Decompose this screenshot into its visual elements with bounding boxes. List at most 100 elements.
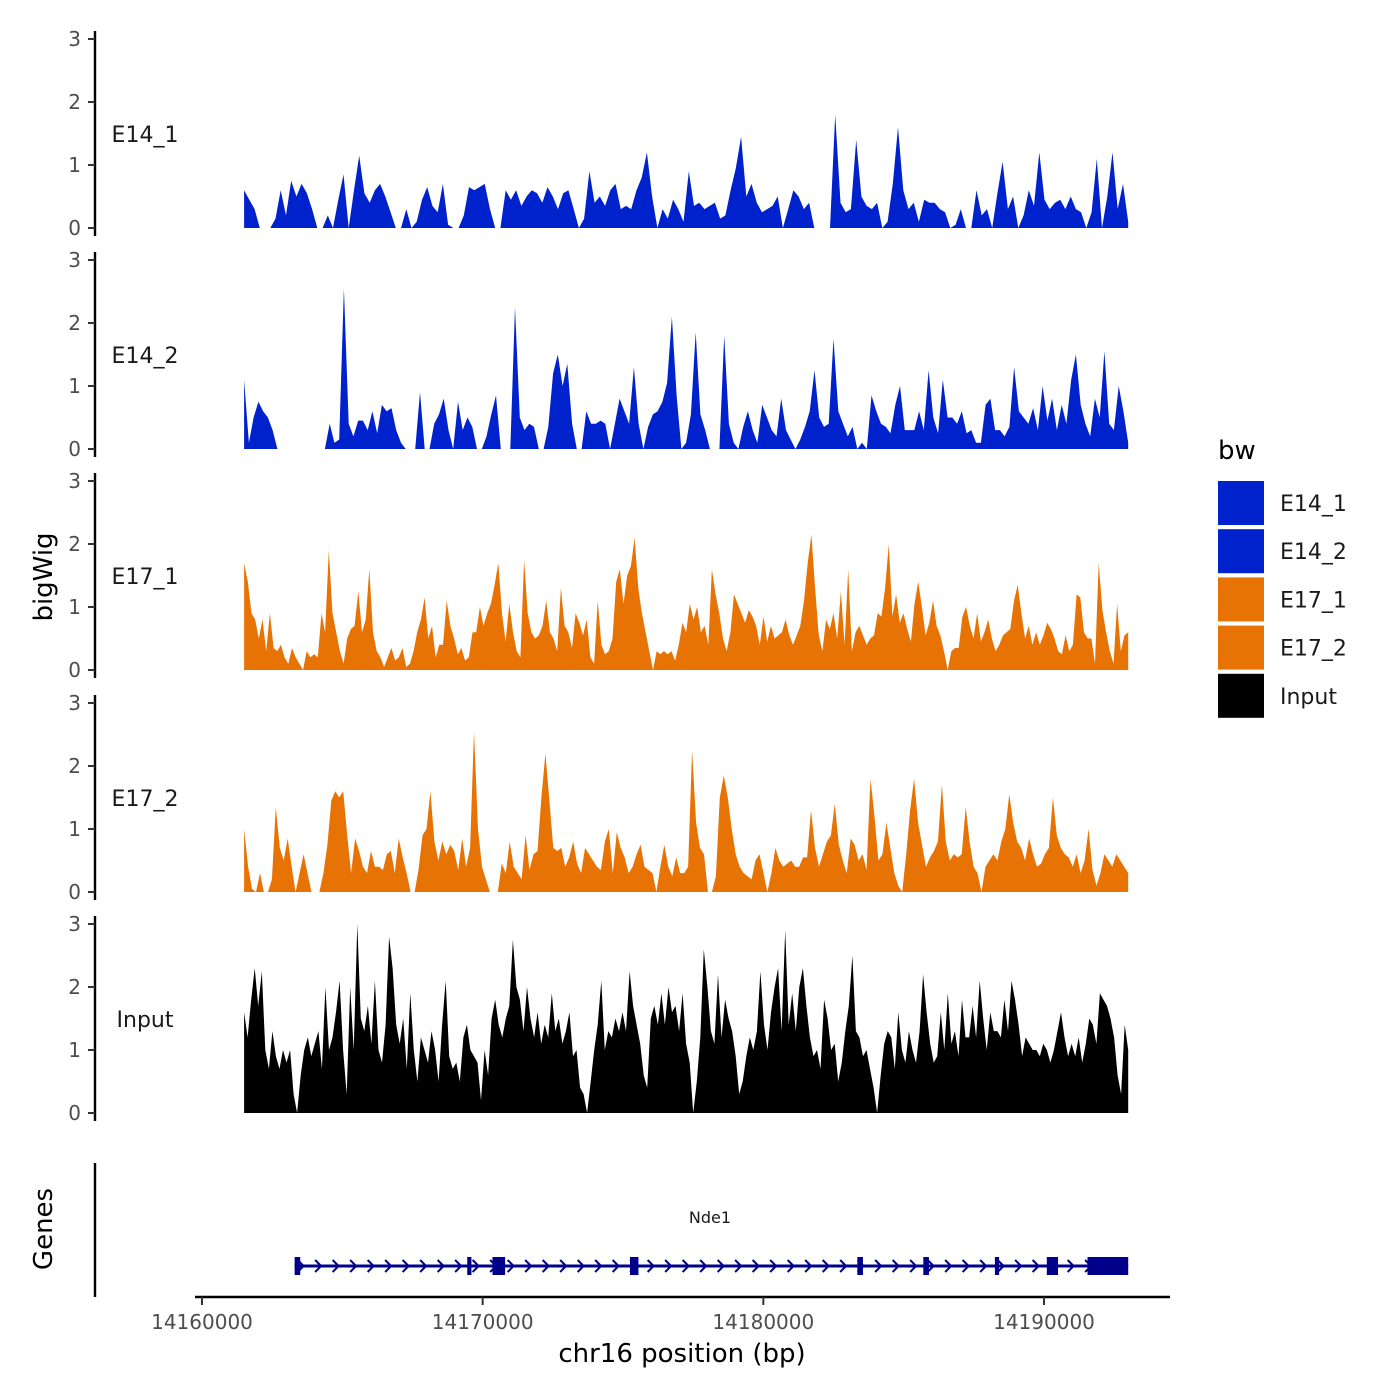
gene-exon (467, 1257, 472, 1275)
y-tick-label: 2 (68, 532, 81, 556)
x-tick-label: 14170000 (432, 1310, 534, 1334)
y-tick-label: 2 (68, 975, 81, 999)
coverage-area-e14-2 (244, 288, 1129, 449)
track-label: E17_1 (112, 565, 179, 590)
strand-arrow (804, 1259, 813, 1273)
track-label: Input (117, 1008, 174, 1033)
coverage-area-e17-2 (244, 731, 1129, 892)
strand-arrow (454, 1259, 463, 1273)
y-tick-label: 1 (68, 1038, 81, 1062)
strand-arrow (664, 1259, 673, 1273)
coverage-area-input (244, 924, 1129, 1113)
strand-arrow (1031, 1259, 1041, 1273)
strand-arrow (506, 1259, 516, 1273)
strand-arrow (979, 1259, 988, 1273)
strand-arrow (576, 1259, 586, 1273)
strand-arrow (646, 1259, 656, 1273)
strand-arrow (541, 1259, 551, 1273)
x-ticks: 14160000 14170000 14180000 14190000 (151, 1297, 1095, 1334)
x-tick-label: 14190000 (993, 1310, 1095, 1334)
y-tick-label: 0 (68, 1101, 81, 1125)
strand-arrow (594, 1259, 603, 1273)
strand-arrow (419, 1259, 428, 1273)
gene-exon (1087, 1257, 1129, 1275)
strand-arrow (699, 1259, 708, 1273)
strand-arrow (611, 1259, 621, 1273)
y-tick-label: 1 (68, 374, 81, 398)
strand-arrow (349, 1259, 358, 1273)
legend-key (1218, 529, 1264, 574)
legend-key (1218, 577, 1264, 622)
x-axis: 14160000 14170000 14180000 14190000 chr16 p… (151, 1295, 1170, 1369)
y-tick-label: 3 (68, 469, 81, 493)
strand-arrow (751, 1259, 761, 1273)
legend-label: E17_2 (1280, 637, 1347, 662)
gene-exon (630, 1257, 639, 1275)
strand-arrow (331, 1259, 341, 1273)
y-tick-label: 2 (68, 311, 81, 335)
track-e17-1: 0 1 2 3 E17_1 (68, 469, 1129, 682)
y-axis-title: bigWig (29, 532, 59, 621)
gene-exon (1046, 1257, 1059, 1275)
genes-track-title: Genes (29, 1188, 59, 1270)
strand-arrow (559, 1259, 568, 1273)
strand-arrow (734, 1259, 743, 1273)
strand-arrow (681, 1259, 691, 1273)
strand-arrow (384, 1259, 393, 1273)
track-label: E17_2 (112, 787, 179, 812)
track-input: 0 1 2 3 Input (68, 912, 1129, 1125)
y-tick-label: 0 (68, 216, 81, 240)
gene-label: Nde1 (689, 1208, 731, 1227)
legend-key (1218, 673, 1264, 718)
legend-label: Input (1280, 685, 1337, 710)
legend-label: E17_1 (1280, 588, 1347, 613)
y-tick-label: 0 (68, 658, 81, 682)
strand-arrow (524, 1259, 533, 1273)
y-tick-label: 1 (68, 153, 81, 177)
y-tick-label: 2 (68, 90, 81, 114)
y-tick-label: 3 (68, 248, 81, 272)
strand-arrow (769, 1259, 778, 1273)
legend-title: bw (1218, 436, 1256, 466)
gene-exon (857, 1257, 863, 1275)
bigwig-tracks: 0 1 2 3 E14_1 0 1 2 3 E14_2 0 1 2 3 E17_1 0 1 2 3 E17_2 0 1 2 3… (68, 27, 1129, 1125)
strand-arrow (909, 1259, 918, 1273)
y-tick-label: 1 (68, 817, 81, 841)
strand-arrow (821, 1259, 831, 1273)
strand-arrow (926, 1259, 936, 1273)
strand-arrow (366, 1259, 376, 1273)
y-tick-label: 2 (68, 754, 81, 778)
x-tick-label: 14160000 (151, 1310, 253, 1334)
y-tick-label: 1 (68, 595, 81, 619)
x-axis-title: chr16 position (bp) (558, 1339, 805, 1369)
strand-arrow (944, 1259, 953, 1273)
strand-arrow (1014, 1259, 1023, 1273)
coverage-area-e17-1 (244, 534, 1129, 670)
legend-key (1218, 481, 1264, 525)
strand-arrow (874, 1259, 883, 1273)
track-label: E14_2 (112, 344, 179, 369)
x-tick-label: 14180000 (712, 1310, 814, 1334)
gene-exon (923, 1257, 929, 1275)
y-tick-label: 3 (68, 27, 81, 51)
legend: bw E14_1 E14_2 E17_1 E17_2 Input (1218, 436, 1347, 718)
strand-arrow (786, 1259, 796, 1273)
gene-exon (492, 1257, 506, 1275)
gene-exon (994, 1257, 1000, 1275)
legend-key (1218, 625, 1264, 670)
y-tick-label: 3 (68, 912, 81, 936)
legend-label: E14_1 (1280, 492, 1347, 517)
strand-arrow (401, 1259, 411, 1273)
genes-track: Genes Nde1 (29, 1163, 1129, 1297)
y-tick-label: 3 (68, 691, 81, 715)
y-tick-label: 0 (68, 437, 81, 461)
legend-label: E14_2 (1280, 540, 1347, 565)
strand-arrow (996, 1259, 1006, 1273)
strand-arrow (1066, 1259, 1076, 1273)
strand-arrow (891, 1259, 901, 1273)
strand-arrow (839, 1259, 848, 1273)
strand-arrow (436, 1259, 446, 1273)
track-e14-2: 0 1 2 3 E14_2 (68, 248, 1129, 461)
track-e14-1: 0 1 2 3 E14_1 (68, 27, 1129, 240)
